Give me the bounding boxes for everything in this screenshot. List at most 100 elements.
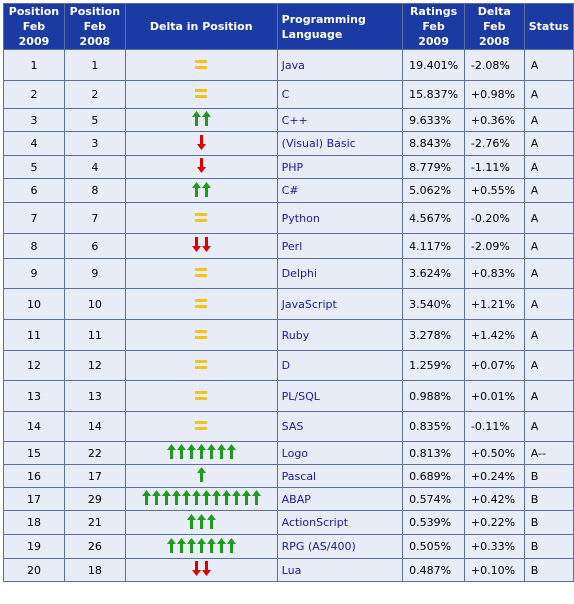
cell-delta: +0.36% <box>463 108 525 132</box>
cell-position-2009: 16 <box>3 464 65 488</box>
cell-status: A <box>523 49 574 81</box>
cell-position-2009: 12 <box>3 350 65 381</box>
cell-delta: +0.50% <box>463 441 525 465</box>
equal-icon <box>195 212 208 222</box>
delta-indicator <box>195 89 208 98</box>
delta-indicator <box>166 537 236 553</box>
cell-position-2008: 21 <box>63 510 126 535</box>
cell-ratings: 9.633% <box>402 108 465 132</box>
table-row: 4 3 (Visual) Basic 8.843% -2.76% A <box>3 131 574 156</box>
cell-delta: +0.07% <box>463 350 525 381</box>
cell-position-2009: 13 <box>3 380 65 412</box>
cell-position-2008: 6 <box>63 233 126 259</box>
table-row: 16 17 Pascal 0.689% +0.24% B <box>3 464 574 488</box>
cell-position-2009: 5 <box>3 155 65 179</box>
cell-language: Pascal <box>276 464 404 488</box>
cell-ratings: 0.835% <box>402 411 465 442</box>
cell-delta: +0.24% <box>463 464 525 488</box>
cell-delta: +0.83% <box>463 258 525 289</box>
cell-delta-position <box>124 49 278 81</box>
equal-icon <box>195 298 208 308</box>
delta-indicator <box>191 561 211 576</box>
cell-status: A <box>523 380 574 412</box>
cell-position-2009: 3 <box>3 108 65 132</box>
delta-indicator <box>186 513 216 529</box>
arrow-up-icon <box>201 490 211 505</box>
delta-indicator <box>141 490 261 505</box>
table-row: 6 8 C# 5.062% +0.55% A <box>3 178 574 203</box>
delta-indicator <box>195 212 208 222</box>
cell-position-2008: 4 <box>63 155 126 179</box>
cell-delta: -0.11% <box>463 411 525 442</box>
arrow-up-icon <box>151 490 161 505</box>
cell-status: B <box>523 464 574 488</box>
cell-ratings: 3.624% <box>402 258 465 289</box>
table-row: 8 6 Perl 4.117% -2.09% A <box>3 233 574 259</box>
cell-position-2008: 11 <box>63 319 126 351</box>
cell-delta-position <box>124 380 278 412</box>
arrow-up-icon <box>166 537 176 553</box>
cell-ratings: 0.505% <box>402 534 465 559</box>
cell-position-2008: 9 <box>63 258 126 289</box>
cell-language: JavaScript <box>276 288 404 320</box>
table-row: 5 4 PHP 8.779% -1.11% A <box>3 155 574 179</box>
cell-status: B <box>523 558 574 582</box>
arrow-up-icon <box>216 444 226 459</box>
arrow-up-icon <box>176 537 186 553</box>
delta-indicator <box>195 329 208 339</box>
table-row: 10 10 JavaScript 3.540% +1.21% A <box>3 288 574 320</box>
cell-ratings: 1.259% <box>402 350 465 381</box>
cell-ratings: 5.062% <box>402 178 465 203</box>
cell-position-2009: 19 <box>3 534 65 559</box>
cell-delta-position <box>124 80 278 109</box>
arrow-up-icon <box>186 513 196 529</box>
arrow-down-icon <box>201 561 211 576</box>
cell-delta-position <box>124 155 278 179</box>
cell-position-2009: 7 <box>3 202 65 234</box>
cell-position-2008: 7 <box>63 202 126 234</box>
cell-ratings: 15.837% <box>402 80 465 109</box>
cell-position-2008: 13 <box>63 380 126 412</box>
cell-delta: +0.55% <box>463 178 525 203</box>
arrow-up-icon <box>221 490 231 505</box>
cell-language: C++ <box>276 108 404 132</box>
cell-ratings: 4.567% <box>402 202 465 234</box>
cell-ratings: 8.843% <box>402 131 465 156</box>
table-row: 11 11 Ruby 3.278% +1.42% A <box>3 319 574 351</box>
cell-delta: -1.11% <box>463 155 525 179</box>
cell-status: A <box>523 178 574 203</box>
cell-language: Perl <box>276 233 404 259</box>
cell-language: RPG (AS/400) <box>276 534 404 559</box>
table-row: 20 18 Lua 0.487% +0.10% B <box>3 558 574 582</box>
cell-delta-position <box>124 202 278 234</box>
delta-indicator <box>195 360 208 369</box>
cell-position-2008: 22 <box>63 441 126 465</box>
delta-indicator <box>196 467 206 482</box>
cell-position-2009: 9 <box>3 258 65 289</box>
cell-position-2008: 5 <box>63 108 126 132</box>
arrow-down-icon <box>191 561 201 576</box>
cell-language: Python <box>276 202 404 234</box>
delta-indicator <box>195 421 208 430</box>
cell-position-2009: 11 <box>3 319 65 351</box>
cell-status: B <box>523 534 574 559</box>
cell-position-2008: 12 <box>63 350 126 381</box>
cell-ratings: 0.813% <box>402 441 465 465</box>
cell-ratings: 8.779% <box>402 155 465 179</box>
arrow-up-icon <box>241 490 251 505</box>
arrow-up-icon <box>196 537 206 553</box>
delta-indicator <box>166 444 236 459</box>
arrow-up-icon <box>141 490 151 505</box>
cell-ratings: 4.117% <box>402 233 465 259</box>
arrow-up-icon <box>231 490 241 505</box>
cell-language: Delphi <box>276 258 404 289</box>
arrow-up-icon <box>161 490 171 505</box>
cell-delta: +1.42% <box>463 319 525 351</box>
cell-delta: +0.33% <box>463 534 525 559</box>
cell-delta-position <box>124 131 278 156</box>
cell-status: A <box>523 108 574 132</box>
delta-indicator <box>191 237 211 252</box>
arrow-up-icon <box>211 490 221 505</box>
arrow-down-icon <box>201 237 211 252</box>
cell-language: C <box>276 80 404 109</box>
